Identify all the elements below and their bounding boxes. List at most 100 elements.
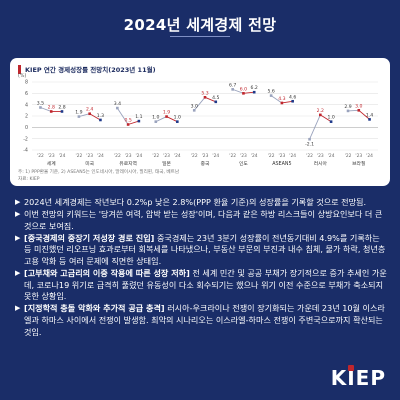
data-point bbox=[252, 90, 256, 94]
data-label: 1.0 bbox=[152, 115, 159, 121]
data-point bbox=[346, 109, 350, 113]
data-point bbox=[203, 96, 207, 99]
kiep-logo: KI EP bbox=[330, 365, 386, 390]
bullet-marker: ▶ bbox=[15, 198, 21, 206]
series-segment bbox=[270, 95, 283, 104]
year-tick-label: '22 bbox=[306, 153, 313, 159]
year-tick-label: '22 bbox=[268, 153, 275, 159]
bullet-item: ▶ [중국경제의 중장기 저성장 경로 진입] 중국경제는 23년 3분기 성장… bbox=[15, 233, 387, 268]
series-segment bbox=[127, 120, 140, 125]
year-tick-label: '22 bbox=[229, 153, 236, 159]
group-label: ASEAN5 bbox=[272, 161, 291, 167]
bullet-marker: ▶ bbox=[15, 233, 21, 242]
data-label: 2.8 bbox=[48, 104, 55, 110]
year-tick-label: '24 bbox=[328, 153, 335, 159]
bullet-item: ▶ [지정학적 충돌 악화와 추가적 공급 충격] 러시아-우크라이나 전쟁이 … bbox=[15, 303, 387, 338]
bullet-highlight: [지정학적 충돌 악화와 추가적 공급 충격] bbox=[24, 303, 165, 314]
series-segment bbox=[193, 97, 206, 111]
data-label: 2.2 bbox=[317, 108, 324, 114]
data-label: 5.6 bbox=[267, 89, 274, 95]
data-point bbox=[116, 106, 119, 110]
year-tick-label: '24 bbox=[135, 153, 142, 159]
data-point bbox=[214, 100, 218, 104]
year-tick-label: '24 bbox=[289, 153, 296, 159]
bullet-highlight: [고부채와 고금리의 이중 작용에 따른 성장 저하] bbox=[24, 268, 190, 279]
year-tick-label: '23 bbox=[202, 153, 209, 159]
bullet-list: ▶ 2024년 세계경제는 작년보다 0.2%p 낮은 2.8%(PPP 환율 … bbox=[15, 197, 387, 339]
year-tick-label: '24 bbox=[366, 153, 373, 159]
year-tick-label: '22 bbox=[37, 153, 44, 159]
series-segment bbox=[243, 91, 255, 94]
data-point bbox=[242, 92, 245, 95]
chart-source: 자료: KIEP bbox=[18, 177, 40, 182]
bullet-text: 2024년 세계경제는 작년보다 0.2%p 낮은 2.8%(PPP 환율 기준… bbox=[24, 197, 367, 207]
year-tick-label: '24 bbox=[59, 153, 66, 159]
group-label: 미국 bbox=[85, 160, 94, 167]
series-segment bbox=[166, 116, 178, 123]
data-label: 1.9 bbox=[163, 110, 170, 116]
year-tick-label: '23 bbox=[86, 153, 93, 159]
data-point bbox=[165, 115, 168, 118]
data-label: 0.5 bbox=[124, 118, 131, 124]
logo-dot bbox=[348, 365, 355, 371]
data-point bbox=[329, 120, 333, 123]
data-point bbox=[60, 110, 64, 113]
y-tick-label: 2 bbox=[25, 114, 28, 120]
bullet-text: [고부채와 고금리의 이중 작용에 따른 성장 저하] 전 세계 민간 및 공공… bbox=[24, 268, 387, 303]
y-tick-label: 8 bbox=[25, 80, 28, 86]
group-label: 러시아 bbox=[314, 160, 328, 167]
year-tick-label: '22 bbox=[114, 153, 121, 159]
bullet-body: 러시아-우크라이나 전쟁이 장기화되는 가운데 23년 10월 이스라엘과 하마… bbox=[24, 303, 385, 337]
series-segment bbox=[116, 107, 129, 125]
bullet-marker: ▶ bbox=[15, 210, 21, 219]
y-tick-label: 6 bbox=[25, 91, 28, 97]
data-point bbox=[49, 110, 53, 113]
bullet-marker: ▶ bbox=[15, 304, 21, 313]
year-tick-label: '22 bbox=[76, 153, 83, 159]
year-tick-label: '22 bbox=[345, 153, 352, 159]
series-segment bbox=[320, 114, 332, 123]
data-label: 1.4 bbox=[366, 112, 373, 118]
year-tick-label: '24 bbox=[174, 153, 181, 159]
group-label: 인도 bbox=[239, 160, 248, 167]
bullet-item: ▶ 이번 전망의 키워드는 '당겨쓴 여력, 압박 받는 성장'이며, 다음과 … bbox=[15, 209, 387, 232]
data-point bbox=[39, 106, 42, 109]
data-point bbox=[99, 118, 102, 122]
data-label: 1.0 bbox=[174, 115, 181, 121]
data-point bbox=[280, 101, 284, 105]
data-point bbox=[357, 109, 361, 112]
year-tick-label: '24 bbox=[251, 153, 258, 159]
bullet-item: ▶ 2024년 세계경제는 작년보다 0.2%p 낮은 2.8%(PPP 환율 … bbox=[15, 197, 387, 209]
chart-card: KIEP 연간 경제성장률 전망치(2023년 11월) (%) 8 6 4 2 0 -2 -… bbox=[10, 58, 390, 186]
series-segment bbox=[347, 109, 359, 112]
data-point bbox=[269, 94, 273, 97]
year-tick-label: '22 bbox=[191, 153, 198, 159]
bullet-text: 이번 전망의 키워드는 '당겨쓴 여력, 압박 받는 성장'이며, 다음과 같은… bbox=[24, 209, 383, 231]
data-label: 5.3 bbox=[201, 90, 208, 96]
data-label: 6.2 bbox=[251, 85, 258, 91]
group-label: 일본 bbox=[162, 160, 171, 167]
data-point bbox=[137, 119, 141, 123]
data-point bbox=[192, 109, 196, 112]
data-point bbox=[154, 120, 158, 123]
data-label: 2.8 bbox=[58, 104, 65, 110]
y-tick-label: -4 bbox=[23, 148, 28, 154]
data-point bbox=[308, 137, 311, 141]
data-label: 6.0 bbox=[240, 86, 247, 92]
bullet-item: ▶ [고부채와 고금리의 이중 작용에 따른 성장 저하] 전 세계 민간 및 … bbox=[15, 268, 387, 303]
year-tick-label: '24 bbox=[212, 153, 219, 159]
series-segment bbox=[281, 100, 293, 104]
year-tick-label: '23 bbox=[125, 153, 132, 159]
year-tick-label: '22 bbox=[152, 153, 159, 159]
year-tick-label: '23 bbox=[240, 153, 247, 159]
year-tick-label: '23 bbox=[278, 153, 285, 159]
y-tick-label: 4 bbox=[25, 102, 28, 108]
y-tick-label: 0 bbox=[25, 125, 28, 131]
bullet-highlight: [중국경제의 중장기 저성장 경로 진입] bbox=[24, 232, 155, 243]
data-label: 6.7 bbox=[229, 82, 236, 88]
data-point bbox=[77, 115, 81, 118]
year-tick-label: '23 bbox=[48, 153, 55, 159]
growth-line-chart: (%)86420-2-43.5'222.8'232.8'24세계1.9'222.… bbox=[18, 73, 378, 167]
data-label: 4.3 bbox=[278, 96, 285, 102]
series-segment bbox=[155, 116, 167, 123]
